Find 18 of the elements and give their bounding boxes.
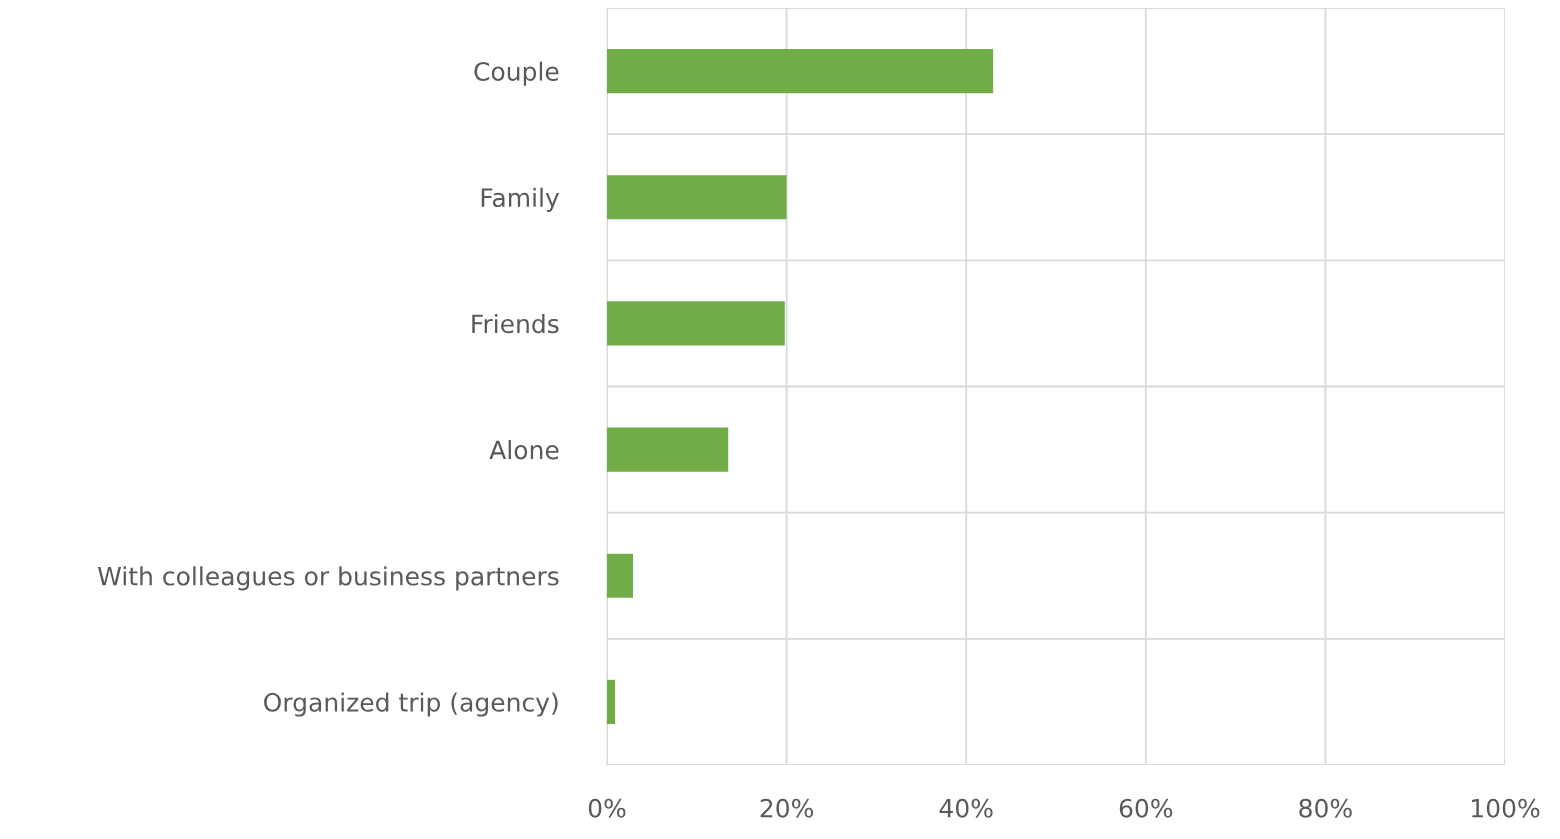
x-tick-label: 40% [939, 798, 993, 818]
x-tick-label: 100% [1472, 798, 1540, 818]
y-tick-label: Alone [489, 440, 559, 460]
y-tick-label: Friends [472, 313, 559, 334]
bar [607, 175, 787, 220]
bar [607, 427, 729, 472]
bar [607, 301, 785, 346]
bar [607, 679, 616, 724]
y-tick-label: Organized trip (agency) [264, 692, 558, 717]
y-tick-label: With colleagues or business partners [98, 566, 559, 591]
y-tick-label: Couple [474, 61, 559, 86]
x-tick-label: 0% [588, 798, 626, 818]
x-tick-label: 60% [1119, 798, 1173, 818]
bar [607, 553, 634, 598]
y-tick-label: Family [481, 187, 560, 212]
x-tick-label: 80% [1299, 798, 1352, 818]
bar [607, 49, 994, 94]
x-tick-label: 20% [760, 798, 813, 818]
